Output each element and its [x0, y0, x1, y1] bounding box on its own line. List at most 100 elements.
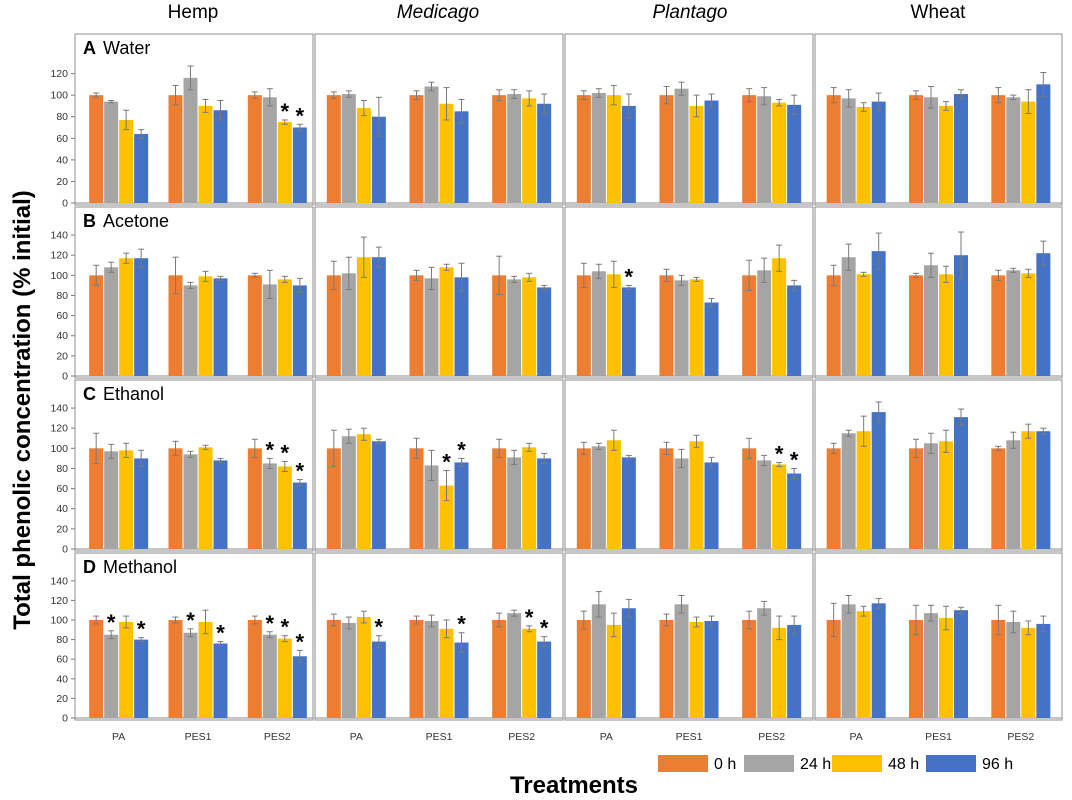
bar-pes2-24h [1006, 270, 1021, 376]
x-category-label: PES1 [185, 731, 212, 743]
significance-asterisk: * [540, 616, 549, 641]
bar-pa-24h [341, 622, 356, 718]
bar-pes2-96h [1036, 623, 1051, 718]
y-tick-label: 80 [56, 111, 68, 123]
panel-a-plantago [564, 33, 814, 206]
bar-pes1-48h [689, 441, 704, 549]
panel-frame [74, 206, 314, 379]
bar-pa-24h [341, 94, 356, 203]
bar-pa-0h [826, 95, 841, 203]
panel-letter: B [83, 211, 96, 231]
significance-asterisk: * [296, 629, 305, 654]
x-axis-label: Treatments [510, 772, 638, 799]
bar-pes1-96h [954, 94, 968, 203]
bar-pes1-0h [409, 448, 424, 549]
bar-pes1-0h [409, 275, 424, 376]
bar-pa-24h [591, 604, 606, 718]
y-tick-label: 20 [56, 693, 68, 705]
bar-pa-0h [89, 275, 104, 376]
bar-pes2-48h [277, 279, 292, 376]
y-tick-label: 60 [56, 483, 68, 495]
bar-pes2-48h [1021, 101, 1036, 203]
bar-pes1-0h [659, 95, 674, 203]
bar-pes2-96h [537, 287, 552, 376]
panel-frame [814, 552, 1063, 721]
legend-label-96h: 96 h [982, 756, 1013, 773]
significance-asterisk: * [266, 437, 275, 462]
bar-pes2-0h [742, 275, 757, 376]
significance-asterisk: * [281, 99, 290, 124]
bar-pes2-24h [1006, 621, 1021, 718]
bar-pa-96h [871, 412, 886, 549]
bar-pa-24h [591, 446, 606, 549]
column-title-hemp: Hemp [168, 2, 219, 23]
legend-label-48h: 48 h [888, 756, 919, 773]
bar-pes1-24h [424, 465, 439, 549]
y-tick-label: 40 [56, 503, 68, 515]
y-axis-row-1: 0 20 40 60 80 100 120 [50, 68, 75, 210]
bar-pes2-48h [772, 627, 787, 718]
bar-pes2-24h [507, 613, 522, 718]
bar-pes1-96h [213, 278, 228, 376]
bar-pes2-96h [787, 285, 802, 376]
bar-pa-24h [104, 267, 119, 376]
significance-asterisk: * [281, 440, 290, 465]
significance-asterisk: * [375, 615, 384, 640]
bar-pa-0h [326, 448, 341, 549]
y-tick-label: 20 [56, 523, 68, 535]
bar-pa-24h [841, 98, 856, 203]
legend-swatch-48h [832, 755, 882, 772]
bar-pa-48h [119, 258, 134, 376]
bar-pes2-48h [277, 466, 292, 549]
bar-pes2-96h [292, 656, 307, 718]
bar-pes1-48h [689, 105, 704, 203]
bar-pes1-96h [454, 462, 469, 549]
panel-frame [314, 552, 564, 721]
bar-pa-0h [576, 620, 591, 718]
bar-pes1-0h [168, 448, 183, 549]
panel-title: Water [103, 38, 150, 58]
bar-pes2-0h [991, 620, 1006, 718]
bar-pa-48h [119, 450, 134, 549]
bar-pes1-96h [213, 110, 228, 203]
bar-pes1-0h [909, 448, 923, 549]
bar-pa-48h [606, 95, 621, 203]
bar-pa-96h [621, 105, 636, 203]
bar-pes2-96h [787, 624, 802, 718]
bar-pes1-48h [198, 105, 213, 203]
bar-pes1-0h [168, 275, 183, 376]
bar-pes1-96h [954, 610, 968, 718]
panel-a-hemp: A Water * * [74, 33, 314, 206]
bar-pes2-48h [522, 98, 537, 203]
bar-pes2-0h [991, 275, 1006, 376]
bar-pes1-48h [439, 103, 454, 203]
bar-pa-24h [841, 433, 856, 549]
bar-pa-96h [871, 251, 886, 376]
bar-pa-24h [104, 634, 119, 718]
bar-pes1-48h [939, 274, 953, 376]
bar-pa-0h [326, 620, 341, 718]
y-axis-label: Total phenolic concentration (% initial) [9, 190, 36, 630]
bar-pes1-24h [924, 97, 938, 203]
bar-pes2-48h [772, 258, 787, 376]
panel-frame [564, 379, 814, 552]
column-title-wheat: Wheat [911, 2, 967, 23]
panel-d-wheat: PA PES1 PES2 [814, 552, 1063, 743]
bar-pes1-48h [439, 485, 454, 549]
bar-pes1-0h [659, 275, 674, 376]
y-tick-label: 60 [56, 310, 68, 322]
y-tick-label: 140 [50, 403, 68, 415]
bar-pes2-0h [492, 448, 507, 549]
bar-pes2-0h [991, 448, 1006, 549]
y-tick-label: 140 [50, 230, 68, 242]
panel-b-medicago [314, 206, 564, 379]
x-category-label: PES2 [758, 731, 785, 743]
panel-frame [314, 206, 564, 379]
y-tick-label: 60 [56, 654, 68, 666]
bar-pes2-0h [247, 620, 262, 718]
bar-pa-0h [576, 95, 591, 203]
x-category-label: PA [600, 731, 613, 743]
bar-pa-0h [576, 448, 591, 549]
bar-pes1-0h [168, 95, 183, 203]
